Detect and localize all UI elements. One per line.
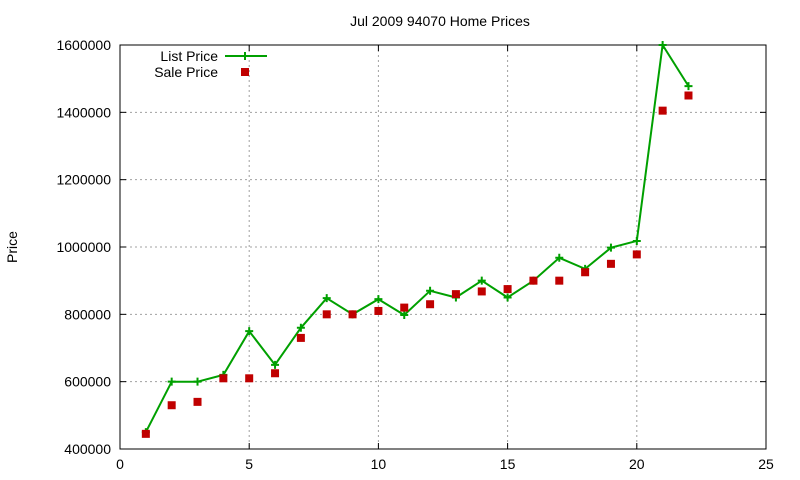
sale-price-point [503, 285, 512, 294]
sale-price-point [426, 300, 435, 309]
y-axis-label: Price [4, 231, 20, 263]
sale-price-point [245, 374, 254, 383]
sale-price-point [529, 276, 538, 285]
list-price-point [632, 236, 641, 245]
grid-layer [120, 45, 766, 449]
list-price-point [426, 286, 435, 295]
y-tick-label: 1600000 [56, 37, 111, 53]
axis-layer: 0 5 10 15 20 25 400000 600000 800000 1000000 12000… [56, 37, 774, 472]
list-price-point [322, 294, 331, 303]
sale-price-point [348, 310, 357, 319]
sale-price-point [684, 91, 693, 100]
list-price-point [503, 293, 512, 302]
sale-price-point [658, 106, 667, 115]
y-tick-label: 1200000 [56, 172, 111, 188]
sale-price-point [193, 397, 202, 406]
x-tick-label: 5 [245, 456, 253, 472]
list-price-point [193, 377, 202, 386]
legend-label: Sale Price [154, 64, 218, 80]
sale-price-point [555, 276, 564, 285]
legend-plus-marker [241, 52, 249, 60]
sale-price-point [167, 401, 176, 410]
list-price-line [144, 42, 690, 433]
sale-price-point [606, 259, 615, 268]
y-tick-label: 400000 [64, 441, 111, 457]
sale-price-point [581, 268, 590, 277]
sale-price-point [271, 369, 280, 378]
legend-square-marker [241, 68, 249, 76]
sale-price-point [219, 374, 228, 383]
x-tick-label: 15 [500, 456, 516, 472]
sale-price-point [141, 429, 150, 438]
series-sale-price [141, 91, 693, 438]
sale-price-point [296, 333, 305, 342]
x-tick-label: 25 [758, 456, 774, 472]
x-tick-label: 0 [116, 456, 124, 472]
chart-title: Jul 2009 94070 Home Prices [350, 13, 530, 29]
sale-price-point [451, 290, 460, 299]
list-price-point [606, 243, 615, 252]
sale-price-point [374, 306, 383, 315]
legend-label: List Price [160, 48, 218, 64]
sale-price-point [400, 303, 409, 312]
y-tick-label: 600000 [64, 374, 111, 390]
x-tick-label: 10 [371, 456, 387, 472]
list-price-point [477, 276, 486, 285]
list-price-point [374, 295, 383, 304]
list-price-point [555, 253, 564, 262]
list-price-point [658, 41, 667, 49]
y-tick-label: 1000000 [56, 239, 111, 255]
y-tick-label: 1400000 [56, 104, 111, 120]
y-tick-label: 800000 [64, 306, 111, 322]
list-price-point [271, 360, 280, 369]
sale-price-point [632, 250, 641, 259]
list-price-point [684, 82, 693, 91]
plot-frame [119, 44, 767, 450]
list-price-point [400, 311, 409, 320]
list-price-point [245, 327, 254, 336]
series-layer [141, 41, 693, 438]
list-price-point [167, 377, 176, 386]
sale-price-point [477, 287, 486, 296]
x-tick-label: 20 [629, 456, 645, 472]
list-price-point [296, 323, 305, 332]
sale-price-point [322, 310, 331, 319]
